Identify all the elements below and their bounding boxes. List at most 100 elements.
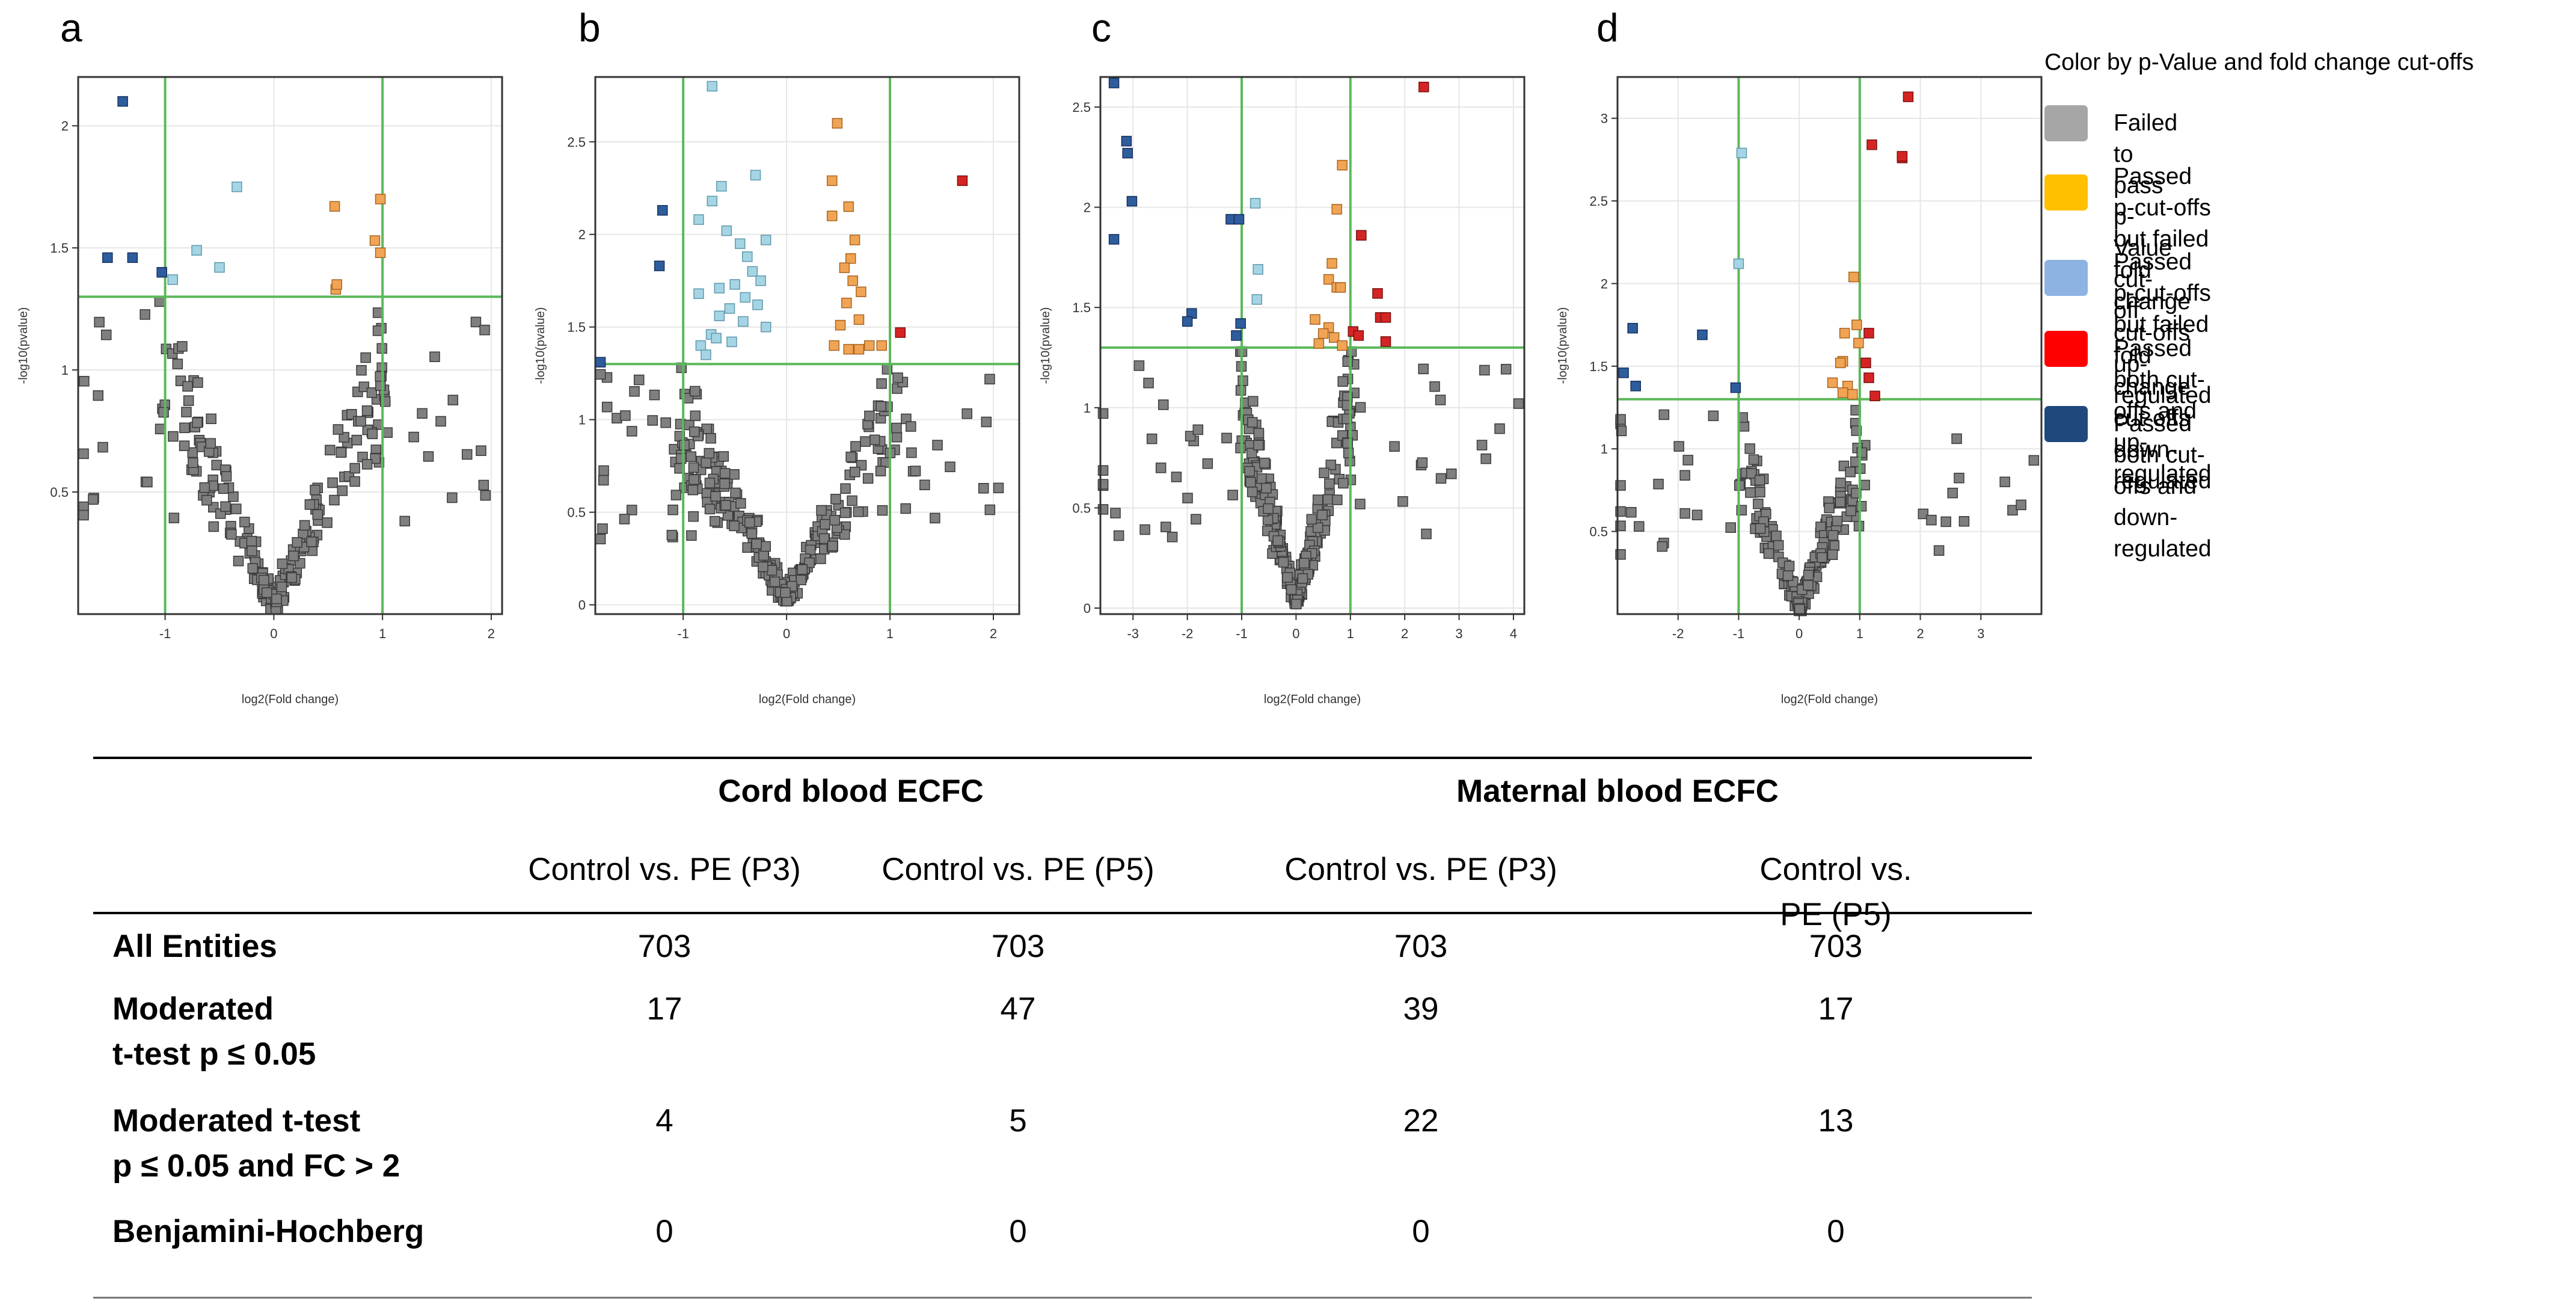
data-point-gray (1817, 552, 1828, 563)
data-point-down (1697, 329, 1708, 340)
data-point-gray (140, 309, 150, 320)
data-point-down (156, 266, 167, 278)
data-point-gray (805, 544, 816, 556)
data-point-gray (620, 410, 631, 421)
data-point-gray (461, 449, 473, 460)
x-tick-label: -1 (1733, 626, 1745, 641)
data-point-light (714, 310, 725, 321)
data-point-gray (322, 517, 333, 528)
data-point-gray (158, 407, 169, 418)
x-tick-label: -3 (1127, 626, 1139, 641)
data-point-gray (735, 498, 746, 509)
data-point-orange (329, 201, 340, 212)
data-point-gray (1746, 468, 1757, 479)
data-point-gray (1355, 402, 1366, 413)
data-point-gray (435, 416, 446, 427)
data-point-gray (370, 453, 381, 464)
x-tick-label: 2 (488, 626, 495, 641)
table-top-rule (93, 757, 2032, 759)
data-point-gray (2007, 505, 2018, 516)
data-point-gray (423, 451, 434, 462)
data-point-gray (1835, 478, 1846, 488)
y-tick-label: 2.5 (1072, 100, 1091, 115)
data-point-gray (208, 521, 219, 532)
data-point-gray (1247, 487, 1258, 497)
data-point-gray (1682, 455, 1693, 466)
data-point-gray (310, 484, 320, 496)
data-point-gray (228, 491, 239, 502)
data-point-gray (1480, 453, 1491, 464)
data-point-gray (470, 316, 482, 328)
data-point-gray (1679, 508, 1690, 519)
data-point-gray (945, 461, 955, 472)
data-point-light (711, 333, 722, 343)
data-point-gray (932, 440, 943, 450)
table-cell: 4 (655, 1103, 673, 1139)
data-point-orange (1827, 377, 1838, 389)
data-point-gray (984, 374, 995, 385)
data-point-gray (719, 478, 730, 489)
data-point-gray (1253, 440, 1264, 450)
x-tick-label: -2 (1182, 626, 1194, 641)
data-point-down (1630, 381, 1641, 392)
x-tick-label: 0 (1292, 626, 1299, 641)
data-point-gray (827, 540, 838, 552)
data-point-gray (984, 504, 996, 515)
data-point-up (1353, 330, 1364, 341)
data-point-gray (1951, 433, 1962, 444)
data-point-gray (1679, 470, 1690, 481)
table-cell: 47 (1000, 991, 1036, 1027)
x-tick-label: 3 (1977, 626, 1984, 641)
data-point-gray (1113, 530, 1124, 541)
data-point-gray (1856, 447, 1867, 458)
data-point-gray (1435, 473, 1447, 484)
data-point-gray (179, 440, 190, 451)
data-point-gray (1753, 499, 1764, 509)
data-point-gray (94, 316, 105, 328)
table-cell: 13 (1818, 1103, 1854, 1139)
data-point-gray (729, 469, 740, 480)
data-point-gray (1479, 364, 1490, 376)
data-point-gray (429, 351, 440, 362)
data-point-gray (358, 381, 370, 392)
data-point-gray (327, 477, 338, 488)
data-point-gray (1192, 424, 1204, 435)
data-point-gray (288, 550, 299, 562)
data-point-up (1866, 139, 1877, 150)
legend-swatch-gray (2044, 105, 2088, 141)
data-point-gray (627, 505, 637, 515)
table-cell: 17 (1818, 991, 1854, 1027)
y-tick-label: 0 (578, 598, 586, 613)
data-point-gray (1657, 541, 1668, 552)
data-point-gray (1673, 441, 1684, 452)
data-point-gray (1708, 410, 1719, 422)
data-point-gray (1343, 447, 1354, 459)
data-point-gray (1494, 423, 1505, 434)
data-point-gray (1999, 476, 2010, 487)
legend-title: Color by p-Value and fold change cut-off… (2044, 49, 2474, 75)
data-point-gray (1244, 466, 1255, 477)
data-point-orange (853, 343, 865, 355)
data-point-gray (154, 296, 165, 307)
y-tick-label: 0 (1084, 601, 1091, 616)
data-point-gray (187, 447, 198, 458)
data-point-gray (930, 512, 940, 524)
data-point-light (701, 349, 711, 360)
x-axis-label: log2(Fold change) (242, 693, 339, 706)
group-header-cord-blood: Cord blood ECFC (718, 773, 984, 809)
table-cell: 39 (1403, 991, 1439, 1027)
data-point-light (760, 321, 771, 333)
data-point-gray (797, 564, 808, 575)
data-point-light (167, 274, 179, 285)
y-tick-label: 1.5 (1589, 359, 1608, 374)
x-tick-label: 2 (990, 626, 997, 641)
data-point-gray (375, 380, 386, 391)
data-point-gray (876, 401, 887, 412)
data-point-gray (877, 505, 888, 516)
data-point-gray (850, 441, 861, 452)
y-tick-label: 1 (61, 363, 69, 378)
data-point-gray (1171, 472, 1182, 482)
data-point-light (742, 251, 753, 262)
data-point-gray (627, 426, 637, 437)
data-point-gray (1691, 509, 1703, 521)
